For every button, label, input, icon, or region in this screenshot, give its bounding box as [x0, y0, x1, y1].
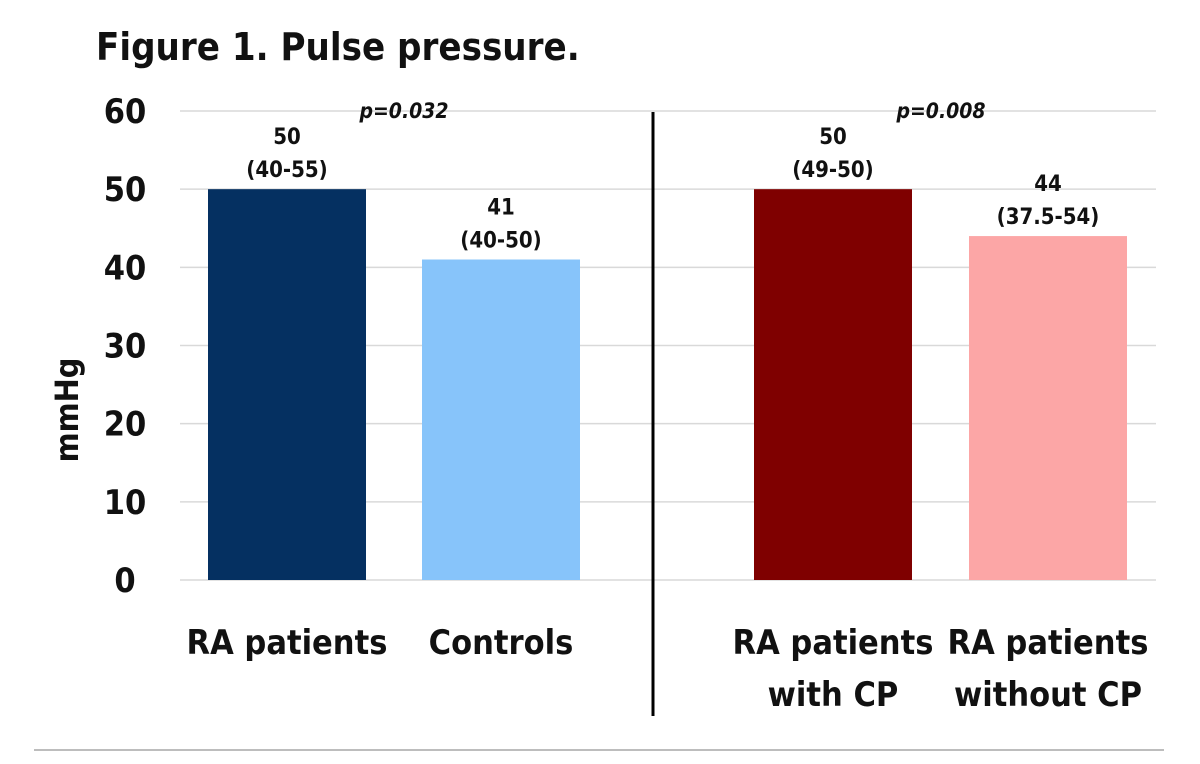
data-label-range: (37.5-54): [997, 205, 1100, 230]
bars: [208, 189, 1127, 581]
p-value-annotations: p=0.032 p=0.008: [358, 99, 985, 123]
x-tick-label: RA patients: [733, 623, 934, 663]
data-label-range: (49-50): [792, 158, 873, 183]
y-tick-label: 0: [114, 561, 135, 601]
data-label-value: 41: [487, 196, 515, 221]
y-tick-label: 40: [104, 248, 147, 288]
x-tick-label: RA patients: [948, 623, 1149, 663]
x-tick-label: RA patients: [187, 623, 388, 663]
y-tick-label: 60: [104, 92, 147, 132]
x-tick-label: Controls: [429, 623, 574, 663]
p-value-annotation: p=0.032: [358, 99, 448, 123]
bar: [754, 189, 912, 580]
x-tick-label: without CP: [954, 675, 1142, 715]
data-labels: 50 (40-55) 41 (40-50) 50 (49-50) 44 (37.5-54): [246, 125, 1099, 253]
data-label-value: 50: [819, 125, 847, 150]
x-tick-label: with CP: [768, 675, 899, 715]
y-axis-label: mmHg: [48, 358, 86, 463]
bar: [208, 189, 366, 580]
x-tick-labels: RA patients Controls RA patients with CP RA …: [187, 623, 1149, 715]
y-tick-label: 20: [104, 405, 147, 445]
y-tick-label: 50: [104, 170, 147, 210]
bar: [969, 236, 1127, 581]
y-tick-label: 30: [104, 327, 147, 367]
data-label-range: (40-55): [246, 158, 327, 183]
bar: [422, 259, 580, 580]
y-tick-labels: 0 10 20 30 40 50 60: [104, 92, 147, 601]
data-label-range: (40-50): [460, 229, 541, 254]
p-value-annotation: p=0.008: [895, 99, 985, 123]
data-label-value: 50: [273, 125, 301, 150]
data-label-value: 44: [1034, 172, 1062, 197]
y-tick-label: 10: [104, 483, 147, 523]
chart-title: Figure 1. Pulse pressure.: [96, 25, 580, 69]
